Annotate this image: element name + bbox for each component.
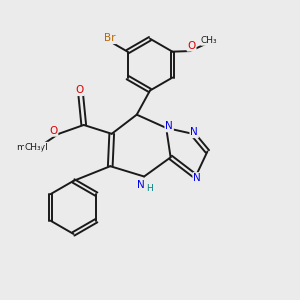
Text: Br: Br	[104, 33, 116, 43]
Text: CH₃: CH₃	[25, 142, 41, 152]
Text: H: H	[146, 184, 153, 194]
Text: N: N	[137, 180, 145, 190]
Text: O: O	[75, 85, 83, 95]
Text: O: O	[188, 41, 196, 51]
Text: N: N	[190, 127, 198, 137]
Text: CH₃: CH₃	[201, 36, 217, 45]
Text: N: N	[165, 122, 173, 131]
Text: O: O	[49, 126, 58, 136]
Text: N: N	[193, 173, 201, 183]
Text: methyl: methyl	[16, 142, 48, 152]
